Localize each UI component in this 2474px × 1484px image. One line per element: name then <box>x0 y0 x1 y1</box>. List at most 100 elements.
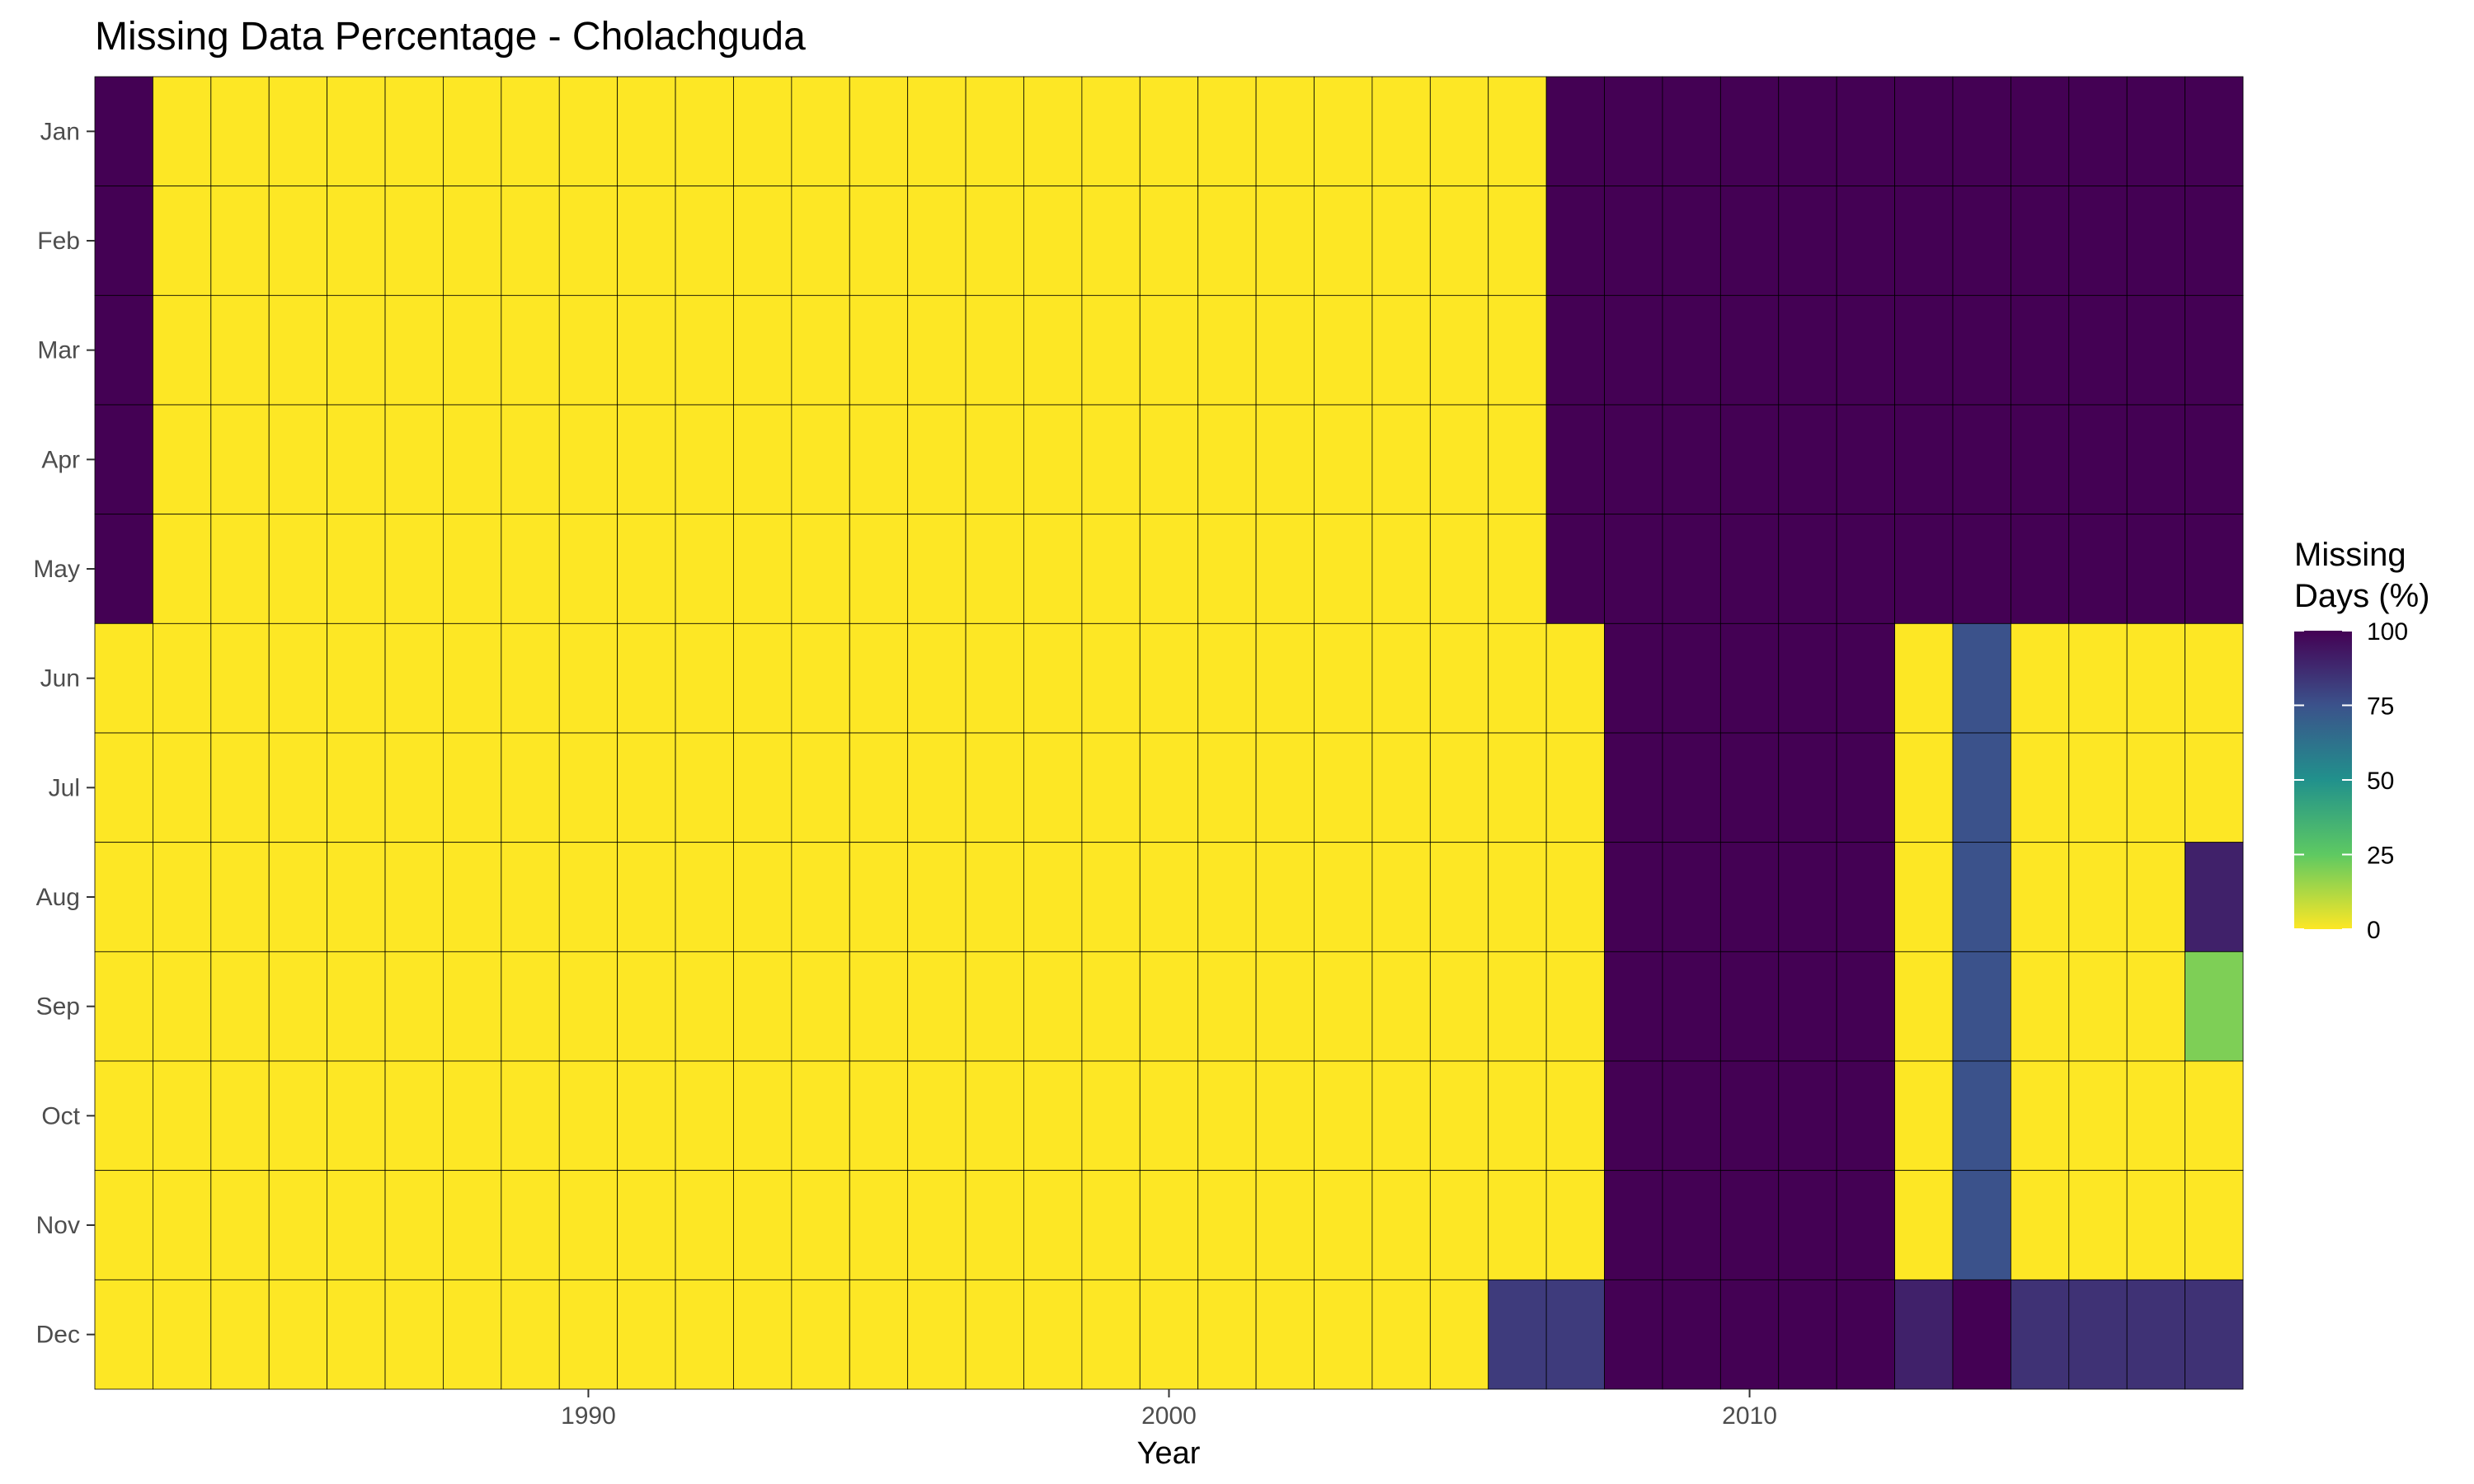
heatmap-cell <box>1488 404 1547 515</box>
heatmap-cell <box>733 1060 793 1172</box>
heatmap-cell <box>733 622 793 734</box>
heatmap-cell <box>1371 1060 1431 1172</box>
heatmap-cell <box>1197 1170 1257 1280</box>
heatmap-cell <box>94 76 153 187</box>
heatmap-cell <box>1836 951 1895 1062</box>
heatmap-cell <box>153 294 212 406</box>
heatmap-cell <box>1314 1060 1373 1172</box>
heatmap-cell <box>153 622 212 734</box>
heatmap-cell <box>1371 404 1431 515</box>
y-tick-label: Nov <box>36 1212 80 1239</box>
heatmap-cell <box>1719 1170 1780 1280</box>
heatmap-cell <box>558 404 618 515</box>
heatmap-cell <box>1488 186 1547 296</box>
heatmap-cell <box>1488 76 1547 187</box>
heatmap-cell <box>1488 842 1547 952</box>
heatmap-cell <box>1023 732 1083 843</box>
heatmap-cell <box>443 622 502 734</box>
heatmap-cell <box>1197 732 1257 843</box>
heatmap-cell <box>965 76 1024 187</box>
heatmap-cell <box>1139 1060 1199 1172</box>
heatmap-cell <box>1371 186 1431 296</box>
heatmap-cell <box>849 186 909 296</box>
heatmap-cell <box>443 732 502 843</box>
heatmap-cells <box>94 76 2244 1390</box>
legend-title-line: Days (%) <box>2294 578 2429 614</box>
heatmap-cell <box>1545 404 1605 515</box>
heatmap-cell <box>2010 1060 2070 1172</box>
heatmap-cell <box>2126 1170 2185 1280</box>
heatmap-cell <box>1314 732 1373 843</box>
heatmap-cell <box>965 732 1024 843</box>
heatmap-cell <box>558 186 618 296</box>
heatmap-cell <box>1836 842 1895 952</box>
heatmap-cell <box>501 732 560 843</box>
heatmap-cell <box>1894 732 1954 843</box>
heatmap-cell <box>1197 514 1257 624</box>
heatmap-cell <box>2068 1060 2128 1172</box>
heatmap-cell <box>384 404 444 515</box>
heatmap-cell <box>2010 186 2070 296</box>
heatmap-cell <box>849 404 909 515</box>
heatmap-cell <box>327 1279 386 1390</box>
heatmap-cell <box>965 1170 1024 1280</box>
heatmap-cell <box>1719 76 1780 187</box>
heatmap-cell <box>268 186 328 296</box>
heatmap-cell <box>1081 1279 1141 1390</box>
heatmap-cell <box>907 404 967 515</box>
heatmap-cell <box>2010 1170 2070 1280</box>
heatmap-cell <box>384 732 444 843</box>
heatmap-cell <box>558 951 618 1062</box>
heatmap-cell <box>1778 404 1837 515</box>
heatmap-cell <box>733 1170 793 1280</box>
heatmap-cell <box>617 186 676 296</box>
heatmap-cell <box>1255 404 1315 515</box>
heatmap-cell <box>1952 842 2011 952</box>
heatmap-cell <box>1894 1170 1954 1280</box>
heatmap-cell <box>1255 76 1315 187</box>
heatmap-cell <box>94 951 153 1062</box>
y-tick-label: Apr <box>41 446 80 473</box>
heatmap-cell <box>1023 951 1083 1062</box>
heatmap-cell <box>153 76 212 187</box>
heatmap-cell <box>675 1060 734 1172</box>
heatmap-cell <box>2068 1170 2128 1280</box>
heatmap-cell <box>443 76 502 187</box>
heatmap-cell <box>675 842 734 952</box>
heatmap-cell <box>791 622 850 734</box>
heatmap-cell <box>268 1170 328 1280</box>
heatmap-cell <box>907 1279 967 1390</box>
heatmap-cell <box>907 186 967 296</box>
heatmap-cell <box>1836 514 1895 624</box>
heatmap-cell <box>1429 76 1489 187</box>
heatmap-cell <box>2010 622 2070 734</box>
heatmap-cell <box>1778 622 1837 734</box>
heatmap-cell <box>1952 732 2011 843</box>
heatmap-cell <box>501 1060 560 1172</box>
heatmap-cell <box>2010 76 2070 187</box>
heatmap-cell <box>1023 622 1083 734</box>
heatmap-cell <box>2010 514 2070 624</box>
heatmap-cell <box>443 404 502 515</box>
heatmap-cell <box>2126 294 2185 406</box>
heatmap-cell <box>94 1279 153 1390</box>
heatmap-cell <box>1719 514 1780 624</box>
heatmap-cell <box>1197 404 1257 515</box>
heatmap-cell <box>327 294 386 406</box>
heatmap-cell <box>501 514 560 624</box>
heatmap-cell <box>2185 622 2244 734</box>
heatmap-cell <box>907 514 967 624</box>
heatmap-cell <box>1836 76 1895 187</box>
heatmap-cell <box>153 404 212 515</box>
y-tick-label: Aug <box>36 884 80 911</box>
heatmap-cell <box>1255 951 1315 1062</box>
heatmap-cell <box>965 842 1024 952</box>
heatmap-cell <box>1139 514 1199 624</box>
heatmap-cell <box>327 1060 386 1172</box>
heatmap-cell <box>1952 1279 2011 1390</box>
heatmap-cell <box>1255 842 1315 952</box>
heatmap-cell <box>1023 186 1083 296</box>
heatmap-cell <box>443 951 502 1062</box>
heatmap-cell <box>791 514 850 624</box>
heatmap-cell <box>268 732 328 843</box>
